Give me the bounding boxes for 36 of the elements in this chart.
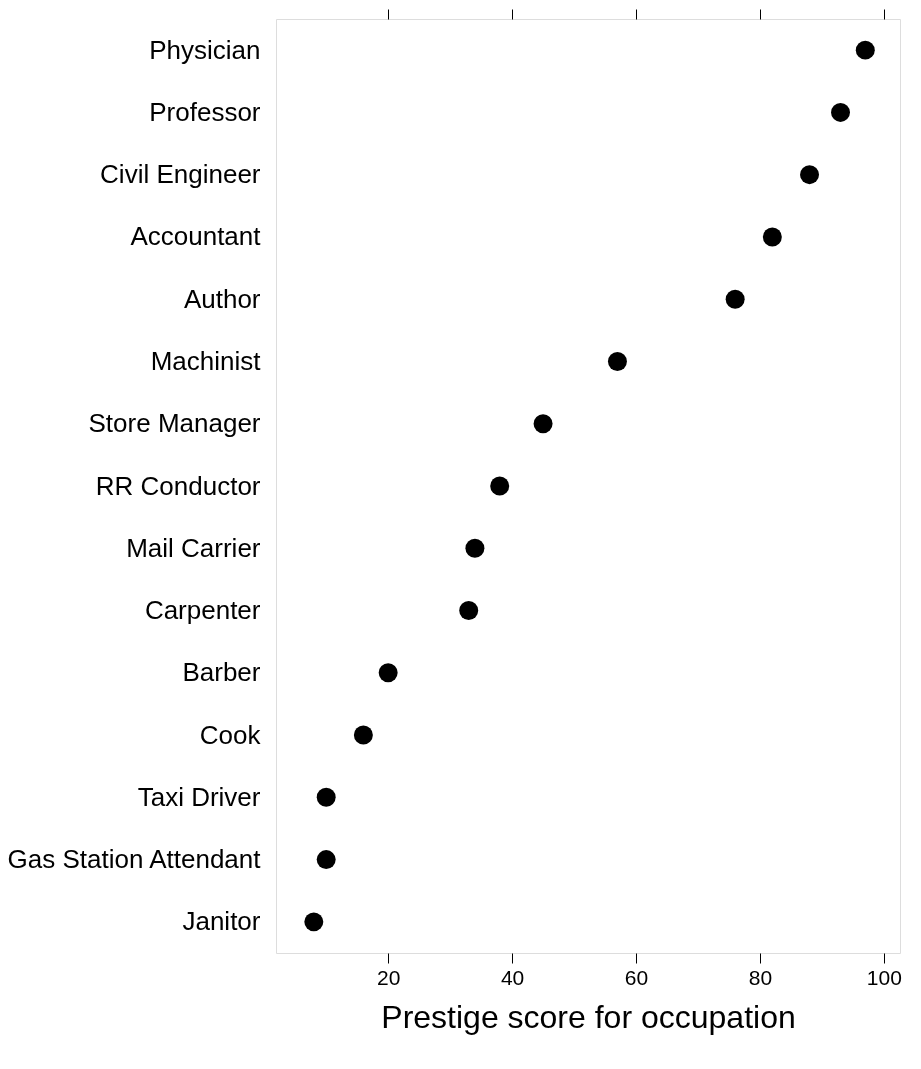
point xyxy=(855,40,875,60)
x-tick-label: 60 xyxy=(624,965,649,989)
point xyxy=(490,476,510,496)
x-tick-label: 40 xyxy=(500,965,525,989)
y-tick-label: Mail Carrier xyxy=(126,532,261,563)
y-tick-label: Civil Engineer xyxy=(100,159,261,190)
point xyxy=(459,601,479,620)
point xyxy=(800,165,820,185)
y-tick-label: Gas Station Attendant xyxy=(7,844,262,875)
point xyxy=(378,663,398,683)
y-tick-label: Physician xyxy=(149,34,261,65)
x-tick-label: 100 xyxy=(866,965,902,989)
y-tick-label: Professor xyxy=(149,96,261,127)
x-tick-label: 20 xyxy=(376,965,401,989)
y-tick-label: Barber xyxy=(182,657,261,688)
point xyxy=(533,414,553,434)
point xyxy=(725,289,745,309)
x-tick-label: 80 xyxy=(748,965,773,989)
y-tick-label: Author xyxy=(183,283,261,314)
point xyxy=(607,352,627,371)
point xyxy=(762,227,782,247)
point xyxy=(831,102,850,122)
point xyxy=(353,725,373,745)
y-tick-label: Machinist xyxy=(150,345,262,376)
y-tick-label: Accountant xyxy=(130,221,262,252)
y-tick-label: Store Manager xyxy=(88,408,261,439)
y-tick-label: Carpenter xyxy=(144,595,261,626)
point xyxy=(316,850,336,870)
y-tick-label: RR Conductor xyxy=(95,470,261,501)
y-tick-label: Cook xyxy=(199,719,262,750)
y-tick-label: Taxi Driver xyxy=(137,781,261,812)
x-axis-title: Prestige score for occupation xyxy=(381,998,796,1035)
point xyxy=(304,912,324,932)
y-tick-label: Janitor xyxy=(182,906,261,937)
point xyxy=(465,538,485,558)
point xyxy=(316,787,336,807)
